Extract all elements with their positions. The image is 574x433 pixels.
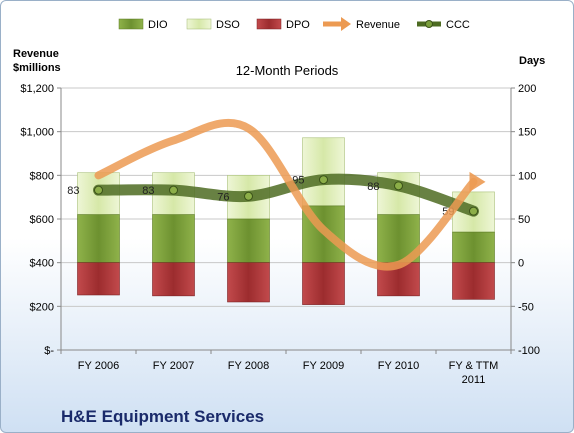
bar-dpo — [152, 262, 195, 297]
x-tick-label: FY & TTM — [449, 360, 499, 372]
legend-label-dso: DSO — [216, 19, 240, 31]
legend-label-ccc: CCC — [446, 19, 470, 31]
x-tick-label: FY 2010 — [378, 360, 419, 372]
ccc-point — [469, 206, 478, 216]
revenue-line — [94, 118, 478, 271]
left-tick-label: $- — [44, 345, 54, 357]
ccc-point — [169, 185, 178, 195]
left-tick-label: $1,200 — [20, 83, 54, 95]
x-tick-label-line2: 2011 — [462, 374, 486, 386]
bar-dpo — [302, 262, 345, 305]
bar-dpo — [77, 262, 120, 296]
left-tick-label: $1,000 — [20, 127, 54, 139]
category-labels: FY 2006 FY 2007 FY 2008 FY 2009 FY 2010 FY & … — [78, 360, 499, 386]
bar-dpo — [452, 262, 495, 300]
legend: DIO DSO DPO Revenue CCC — [118, 17, 470, 31]
right-tick-label: 0 — [518, 258, 524, 270]
company-name: H&E Equipment Services — [61, 407, 264, 426]
bar-dio — [452, 231, 495, 263]
right-tick-label: -50 — [518, 301, 534, 313]
ccc-data-label: 83 — [142, 185, 154, 197]
ccc-data-label: 83 — [67, 185, 79, 197]
right-tick-label: -100 — [518, 345, 540, 357]
legend-label-revenue: Revenue — [356, 19, 400, 31]
bar-dio — [152, 214, 195, 263]
bars — [77, 137, 495, 305]
bar-dso — [302, 137, 345, 207]
legend-swatch-ccc — [417, 20, 441, 28]
legend-swatch-dio — [118, 18, 144, 30]
axes: $- $200 $400 $600 $800 $1,000 $1,200 -100 -50 0 50… — [20, 83, 540, 357]
right-tick-label: 150 — [518, 127, 536, 139]
ccc-point — [394, 181, 403, 191]
bar-dpo — [227, 262, 270, 303]
ccc-line — [93, 173, 479, 217]
ccc-data-label: 88 — [367, 181, 379, 193]
ccc-point — [244, 191, 253, 201]
x-tick-label: FY 2009 — [303, 360, 344, 372]
chart-title: 12-Month Periods — [236, 63, 339, 78]
x-tick-label: FY 2008 — [228, 360, 269, 372]
ccc-data-label: 76 — [217, 191, 229, 203]
left-axis-title-line2: $millions — [13, 62, 61, 74]
left-tick-label: $400 — [30, 258, 54, 270]
legend-label-dio: DIO — [148, 19, 168, 31]
ccc-point — [94, 185, 103, 195]
left-tick-label: $600 — [30, 214, 54, 226]
left-tick-label: $200 — [30, 301, 54, 313]
right-tick-label: 50 — [518, 214, 530, 226]
legend-swatch-dpo — [256, 18, 282, 30]
legend-swatch-revenue — [323, 17, 351, 31]
x-tick-label: FY 2006 — [78, 360, 119, 372]
left-tick-label: $800 — [30, 170, 54, 182]
bar-dio — [227, 218, 270, 263]
ccc-data-label: 95 — [292, 175, 304, 187]
bar-dio — [77, 214, 120, 263]
ccc-point — [319, 175, 328, 185]
right-tick-label: 200 — [518, 83, 536, 95]
right-tick-label: 100 — [518, 170, 536, 182]
legend-label-dpo: DPO — [286, 19, 310, 31]
x-tick-label: FY 2007 — [153, 360, 194, 372]
right-axis-title: Days — [519, 55, 545, 67]
legend-swatch-dso — [186, 18, 212, 30]
left-axis-title-line1: Revenue — [13, 48, 59, 60]
revenue-arrowhead — [469, 171, 486, 192]
